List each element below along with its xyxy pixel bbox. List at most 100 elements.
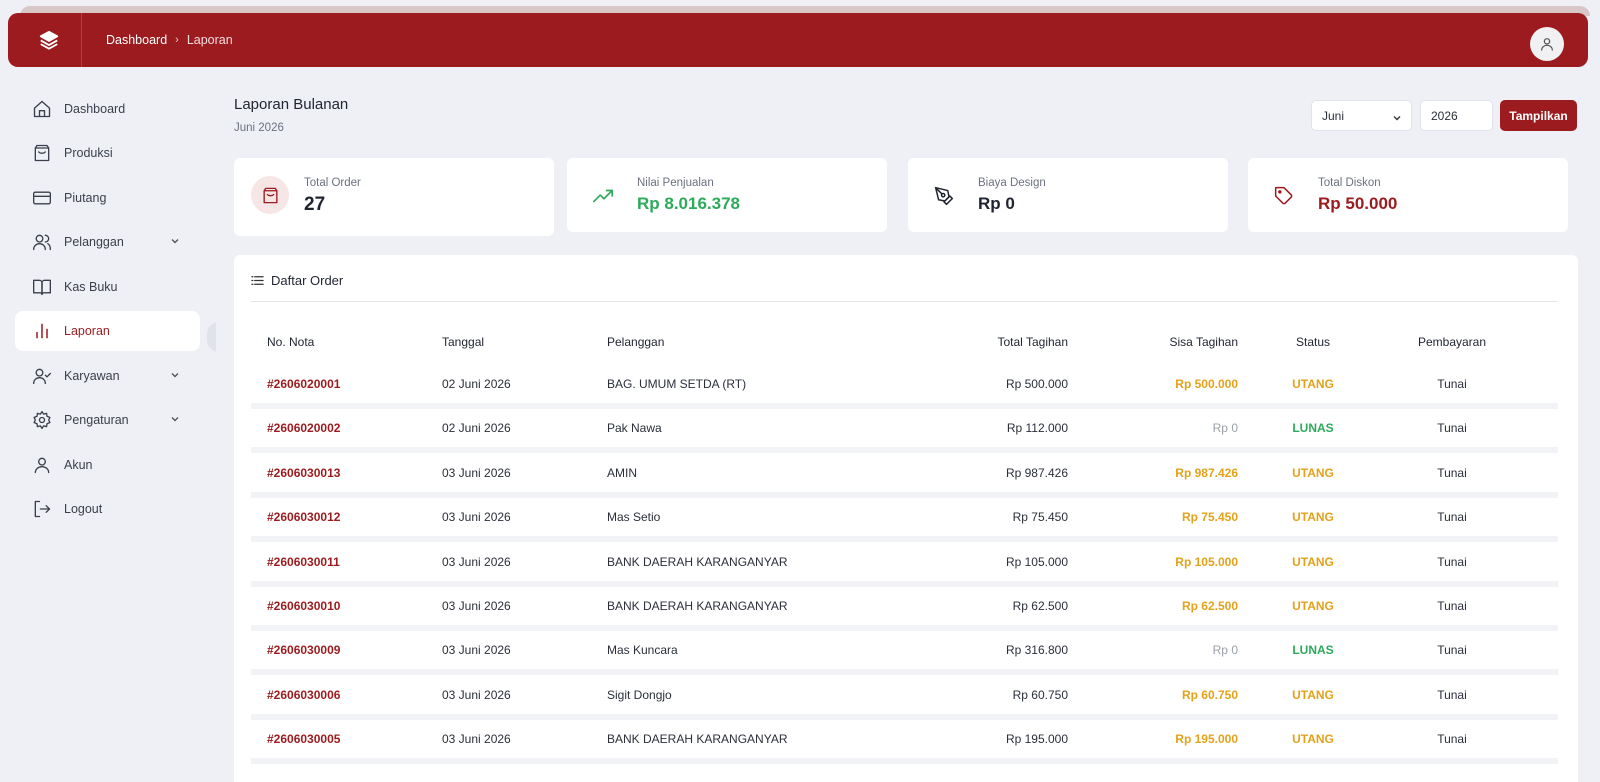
order-number-link[interactable]: #2606030011 [267, 554, 340, 569]
sidebar-item-label: Logout [64, 502, 103, 516]
sidebar-item-produksi[interactable]: Produksi [15, 133, 200, 173]
column-header[interactable]: Pembayaran [1417, 335, 1487, 349]
payment-method: Tunai [1437, 377, 1467, 391]
order-number-link[interactable]: #2606030005 [267, 732, 341, 747]
status-badge: UTANG [1292, 510, 1334, 525]
order-number-link[interactable]: #2606030009 [267, 643, 341, 658]
card-nilai-penjualan: Nilai Penjualan Rp 8.016.378 [567, 158, 887, 232]
chevron-down-icon [170, 235, 180, 249]
status-badge: LUNAS [1292, 643, 1334, 658]
table-row[interactable]: #2606030006 03 Juni 2026 Sigit Dongjo Rp 60… [251, 675, 1558, 714]
order-number-link[interactable]: #2606030013 [267, 465, 341, 480]
card-value: Rp 0 [978, 194, 1015, 213]
payment-method: Tunai [1437, 510, 1467, 525]
remaining-amount: Rp 75.450 [1181, 510, 1238, 525]
table-row[interactable]: #2606030010 03 Juni 2026 BANK DAERAH KARAN… [251, 587, 1558, 625]
column-header[interactable]: Status [1295, 335, 1331, 349]
month-select[interactable]: Juni [1311, 100, 1412, 131]
column-header[interactable]: No. Nota [267, 335, 315, 349]
sidebar-item-piutang[interactable]: Piutang [15, 178, 200, 218]
row-separator [251, 446, 1558, 454]
column-header[interactable]: Pelanggan [607, 335, 665, 349]
sidebar-item-label: Laporan [64, 324, 110, 338]
remaining-amount: Rp 195.000 [1175, 732, 1238, 747]
card-value: 27 [304, 194, 326, 215]
breadcrumb-dashboard-link[interactable]: Dashboard [106, 33, 168, 47]
order-number-link[interactable]: #2606030012 [267, 510, 341, 525]
pen-tool-icon [925, 177, 963, 215]
tag-icon [1265, 177, 1303, 215]
status-badge: UTANG [1292, 465, 1334, 480]
row-separator [251, 535, 1558, 543]
row-separator [251, 668, 1558, 676]
order-number-link[interactable]: #2606030006 [267, 687, 341, 702]
page-title: Laporan Bulanan [234, 96, 349, 113]
customer-name: Sigit Dongjo [607, 687, 672, 702]
status-badge: UTANG [1292, 599, 1334, 613]
user-icon [31, 454, 53, 476]
order-number-link[interactable]: #2606020002 [267, 421, 341, 436]
show-report-button[interactable]: Tampilkan [1500, 100, 1577, 131]
top-bar: Dashboard › Laporan [8, 13, 1588, 67]
payment-method: Tunai [1437, 554, 1467, 569]
customer-name: BANK DAERAH KARANGANYAR [607, 554, 788, 569]
payment-method: Tunai [1437, 421, 1467, 436]
card-value: Rp 8.016.378 [637, 194, 741, 213]
sidebar-item-pengaturan[interactable]: Pengaturan [15, 400, 200, 440]
order-number-link[interactable]: #2606030010 [267, 599, 341, 613]
row-separator [251, 757, 1558, 765]
chevron-down-icon [170, 369, 180, 383]
orders-panel: Daftar Order No. Nota Tanggal Pelanggan … [234, 255, 1578, 782]
remaining-amount: Rp 60.750 [1181, 687, 1238, 702]
total-amount: Rp 316.800 [1005, 643, 1068, 658]
top-strip [20, 6, 1590, 16]
payment-method: Tunai [1437, 599, 1467, 613]
table-row[interactable]: #2606020001 02 Juni 2026 BAG. UMUM SETDA (… [251, 365, 1558, 403]
year-input[interactable]: 2026 [1420, 100, 1493, 131]
chevron-right-icon: › [175, 34, 179, 46]
payment-method: Tunai [1437, 687, 1467, 702]
page-subtitle: Juni 2026 [234, 122, 284, 134]
sidebar-item-karyawan[interactable]: Karyawan [15, 356, 200, 396]
column-header[interactable]: Total Tagihan [997, 335, 1069, 349]
order-date: 02 Juni 2026 [442, 377, 511, 391]
column-header[interactable]: Tanggal [442, 335, 485, 349]
credit-card-icon [31, 187, 53, 209]
table-row[interactable]: #2606030009 03 Juni 2026 Mas Kuncara Rp 316… [251, 631, 1558, 670]
table-row[interactable]: #2606030005 03 Juni 2026 BANK DAERAH KARAN… [251, 720, 1558, 759]
home-icon [31, 98, 53, 120]
customer-name: Mas Kuncara [607, 643, 678, 658]
table-row[interactable]: #2606030013 03 Juni 2026 AMIN Rp 987.426 Rp … [251, 453, 1558, 492]
status-badge: LUNAS [1292, 421, 1334, 436]
status-badge: UTANG [1292, 687, 1334, 702]
sidebar-item-pelanggan[interactable]: Pelanggan [15, 222, 200, 262]
card-label: Nilai Penjualan [637, 177, 714, 189]
order-date: 03 Juni 2026 [442, 687, 511, 702]
remaining-amount: Rp 0 [1212, 643, 1238, 658]
total-amount: Rp 500.000 [1005, 377, 1068, 391]
table-row[interactable]: #2606030011 03 Juni 2026 BANK DAERAH KARAN… [251, 542, 1558, 581]
sidebar-item-logout[interactable]: Logout [15, 489, 200, 529]
table-row[interactable]: #2606020002 02 Juni 2026 Pak Nawa Rp 112.00… [251, 409, 1558, 448]
sidebar-item-dashboard[interactable]: Dashboard [15, 89, 200, 129]
sidebar-item-akun[interactable]: Akun [15, 445, 200, 485]
table-row[interactable]: #2606030012 03 Juni 2026 Mas Setio Rp 75.45… [251, 498, 1558, 537]
order-date: 03 Juni 2026 [442, 465, 511, 480]
sidebar-item-label: Akun [64, 458, 93, 472]
total-amount: Rp 75.450 [1012, 510, 1068, 525]
sidebar: Dashboard Produksi Piutang Pelanggan Kas… [0, 82, 216, 782]
sidebar-item-laporan[interactable]: Laporan [15, 311, 200, 351]
sidebar-item-label: Dashboard [64, 102, 126, 116]
order-date: 03 Juni 2026 [442, 510, 511, 525]
card-label: Total Order [304, 177, 361, 189]
customer-name: Pak Nawa [607, 421, 662, 436]
total-amount: Rp 105.000 [1005, 554, 1068, 569]
customer-name: Mas Setio [607, 510, 661, 525]
column-header[interactable]: Sisa Tagihan [1169, 335, 1239, 349]
sidebar-item-kas-buku[interactable]: Kas Buku [15, 267, 200, 307]
sidebar-item-label: Produksi [64, 146, 113, 160]
layers-logo-icon[interactable] [16, 13, 82, 67]
order-number-link[interactable]: #2606020001 [267, 377, 341, 391]
list-icon [251, 274, 264, 287]
avatar[interactable] [1530, 27, 1564, 61]
